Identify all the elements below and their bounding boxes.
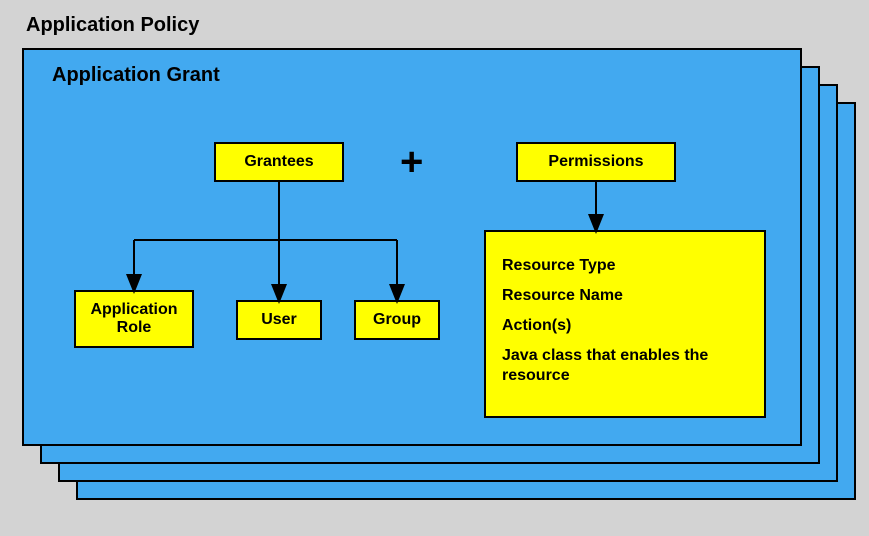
details-line: Resource Type bbox=[502, 256, 748, 276]
app-role-box: Application Role bbox=[74, 290, 194, 348]
details-line: Resource Name bbox=[502, 286, 748, 306]
grant-title: Application Grant bbox=[52, 64, 220, 87]
grantees-box: Grantees bbox=[214, 142, 344, 182]
details-line: Action(s) bbox=[502, 316, 748, 336]
group-box: Group bbox=[354, 300, 440, 340]
grant-panel-front: Application Grant Grantees Permissions Appl… bbox=[22, 48, 802, 446]
plus-icon: + bbox=[400, 142, 423, 182]
permissions-box: Permissions bbox=[516, 142, 676, 182]
details-line: Java class that enables the resource bbox=[502, 346, 748, 386]
page-title: Application Policy bbox=[26, 14, 199, 37]
user-box: User bbox=[236, 300, 322, 340]
permissions-details-box: Resource Type Resource Name Action(s) Java … bbox=[484, 230, 766, 418]
